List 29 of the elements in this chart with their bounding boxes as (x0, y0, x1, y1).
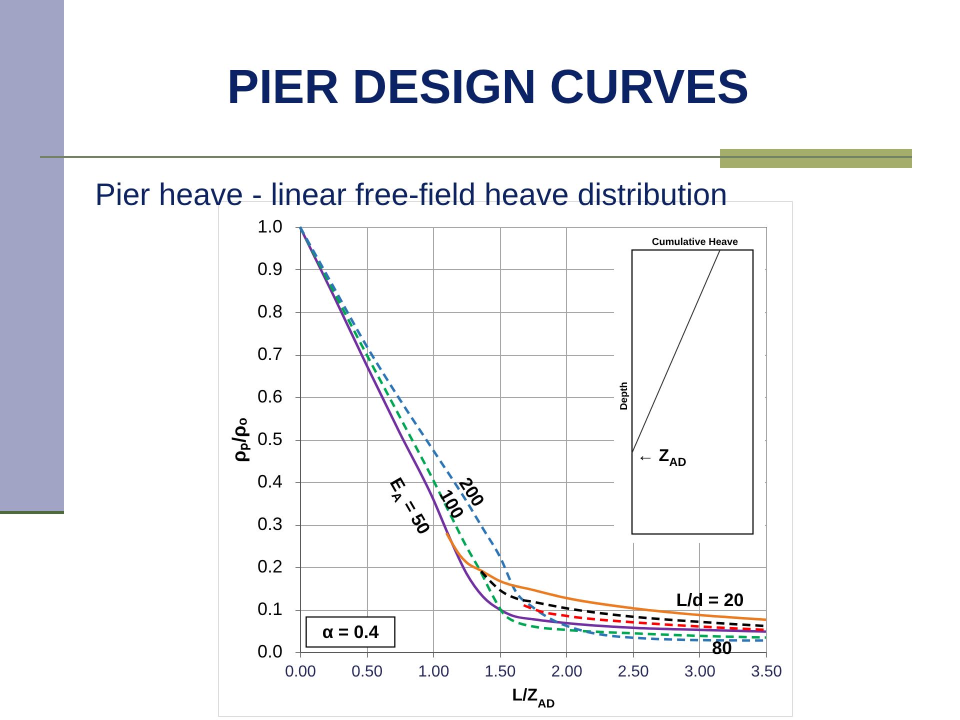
x-tick-label: 0.50 (352, 664, 383, 680)
y-tick-label: 0.0 (257, 642, 282, 662)
x-tick-label: 2.00 (551, 664, 582, 680)
x-axis-title: L/Z$_{AD}$ (512, 686, 556, 710)
y-tick-label: 0.5 (257, 429, 282, 449)
x-tick-label: 1.50 (484, 664, 516, 680)
x-tick-label: 3.00 (684, 664, 716, 680)
y-tick-label: 0.1 (257, 599, 282, 619)
chart-title: PIER DESIGN CURVES (226, 61, 750, 114)
x-tick-label: 0.00 (284, 664, 316, 680)
y-tick-label: 0.2 (257, 556, 282, 576)
annotation: L/d = 20 (676, 590, 744, 610)
y-tick-label: 0.6 (257, 386, 282, 406)
annotation: ← Z$_{AD}$ (637, 446, 687, 469)
x-tick-label: 3.50 (750, 664, 782, 680)
x-tick-label: 2.50 (618, 664, 650, 680)
y-tick-label: 0.4 (257, 472, 282, 492)
y-tick-label: 0.8 (257, 302, 282, 322)
y-axis-title: ρₚ/ρₒ (229, 418, 250, 462)
annotation: Depth (618, 382, 630, 410)
chart-subtitle: Pier heave - linear free-field heave distribution (95, 177, 728, 212)
annotation: Cumulative Heave (652, 236, 739, 248)
y-tick-label: 0.7 (257, 344, 282, 364)
y-tick-label: 0.9 (257, 259, 282, 279)
annotation: α = 0.4 (322, 622, 379, 642)
y-tick-label: 1.0 (257, 216, 282, 236)
line-series (445, 532, 768, 621)
y-tick-label: 0.3 (257, 514, 282, 534)
x-tick-label: 1.00 (418, 664, 450, 680)
